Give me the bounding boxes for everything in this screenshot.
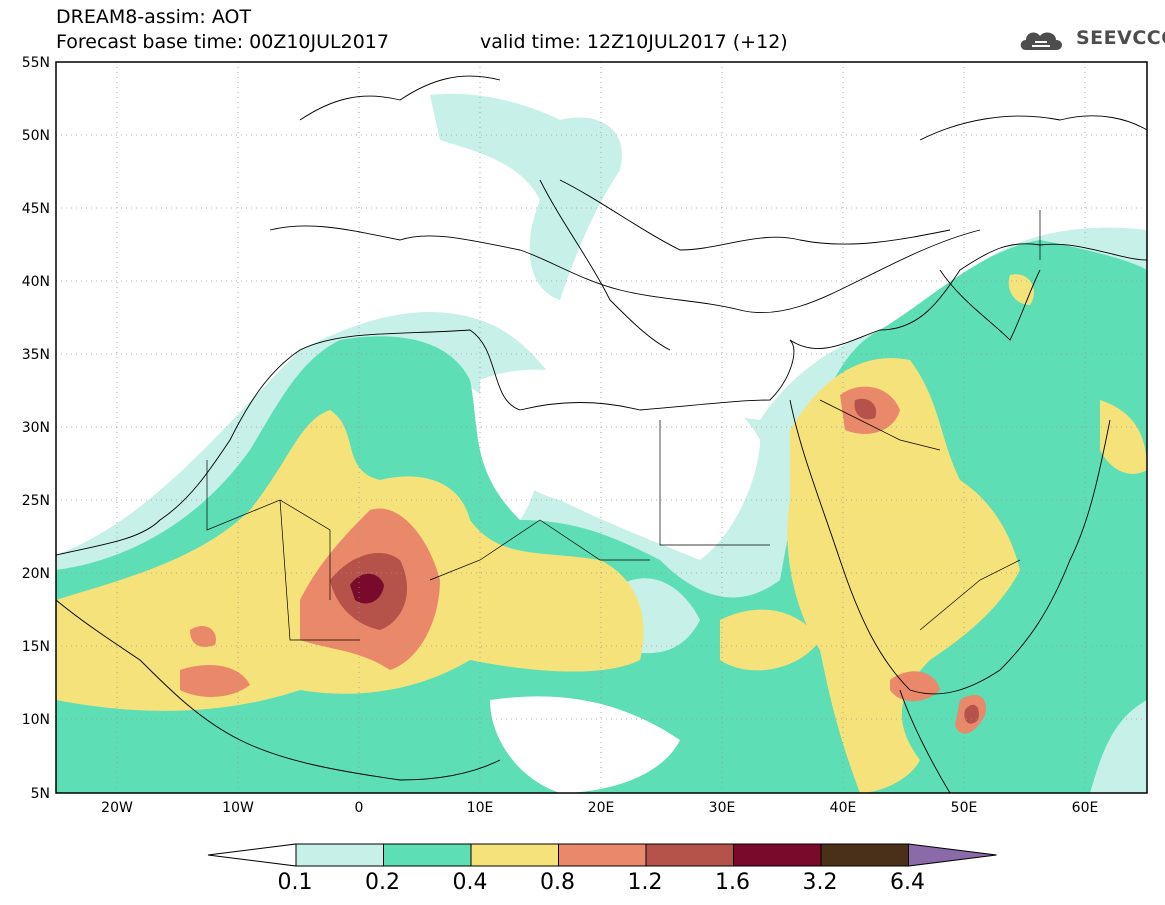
colorbar-level-label: 3.2 [802, 870, 838, 895]
lon-label: 0 [355, 800, 364, 816]
map-frame [55, 61, 1148, 794]
colorbar-segment [820, 843, 909, 867]
colorbar-level-label: 0.4 [452, 870, 488, 895]
forecast-base-time: Forecast base time: 00Z10JUL2017 [56, 31, 389, 53]
borders [206, 210, 1041, 641]
colorbar-level-label: 0.2 [365, 870, 400, 895]
valid-time: valid time: 12Z10JUL2017 (+12) [480, 31, 788, 53]
lat-label: 45N [22, 201, 50, 217]
lat-label: 10N [22, 712, 50, 728]
lon-label: 50E [951, 800, 978, 816]
lon-label: 20W [101, 800, 133, 816]
colorbar-level-label: 1.6 [715, 870, 750, 895]
map-grid [56, 62, 1147, 793]
lon-label: 10W [222, 800, 254, 816]
lon-label: 40E [830, 800, 857, 816]
colorbar-segment [733, 843, 822, 867]
colorbar-segment [645, 843, 734, 867]
cloud-icon [1020, 32, 1062, 50]
colorbar-segment [558, 843, 647, 867]
colorbar-arrow-low [207, 843, 297, 867]
lat-label: 25N [22, 493, 50, 509]
lat-label: 20N [22, 566, 50, 582]
lon-label: 10E [467, 800, 494, 816]
colorbar-arrow-high [908, 843, 997, 867]
colorbar-level-label: 1.2 [627, 870, 663, 895]
seevccc-logo: SEEVCCC [1076, 27, 1165, 49]
lat-label: 5N [31, 786, 50, 802]
lon-label: 30E [709, 800, 736, 816]
colorbar-segment [383, 843, 472, 867]
colorbar-level-label: 0.8 [540, 870, 575, 895]
colorbar-level-label: 0.1 [277, 870, 313, 895]
colorbar-segment [295, 843, 384, 867]
coastlines [56, 75, 1147, 793]
lat-label: 50N [22, 128, 50, 144]
lon-label: 20E [588, 800, 615, 816]
colorbar [207, 843, 997, 867]
lat-label: 30N [22, 420, 50, 436]
colorbar-segment [470, 843, 559, 867]
lon-label: 60E [1072, 800, 1099, 816]
lat-label: 55N [22, 55, 50, 71]
lat-label: 40N [22, 274, 50, 290]
lat-label: 15N [22, 639, 50, 655]
aot-field [56, 93, 1147, 793]
map-title: DREAM8-assim: AOT [56, 6, 252, 28]
lat-label: 35N [22, 347, 50, 363]
colorbar-level-label: 6.4 [890, 870, 925, 895]
